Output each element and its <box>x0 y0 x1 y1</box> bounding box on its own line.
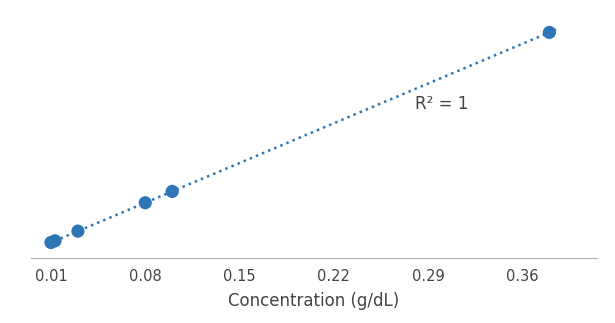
Point <box>167 189 177 194</box>
Point <box>544 30 554 35</box>
X-axis label: Concentration (g/dL): Concentration (g/dL) <box>228 292 399 310</box>
Point <box>73 229 83 234</box>
Text: R² = 1: R² = 1 <box>416 95 469 113</box>
Point <box>140 200 150 205</box>
Point <box>50 238 60 244</box>
Point <box>46 240 56 245</box>
